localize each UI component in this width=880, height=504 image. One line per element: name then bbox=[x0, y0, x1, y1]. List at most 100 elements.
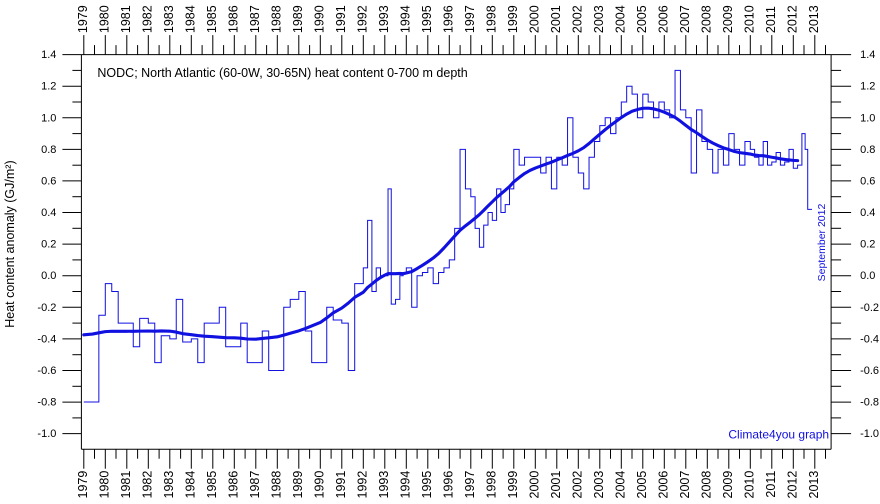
svg-text:2001: 2001 bbox=[549, 471, 563, 499]
svg-text:1998: 1998 bbox=[485, 471, 499, 499]
svg-text:-0.8: -0.8 bbox=[860, 397, 879, 409]
svg-text:1994: 1994 bbox=[399, 471, 413, 499]
svg-text:-0.6: -0.6 bbox=[860, 365, 879, 377]
svg-text:0.8: 0.8 bbox=[860, 144, 875, 156]
svg-text:1997: 1997 bbox=[463, 5, 477, 33]
svg-text:0.6: 0.6 bbox=[860, 175, 875, 187]
svg-text:1990: 1990 bbox=[313, 5, 327, 33]
svg-text:1.2: 1.2 bbox=[41, 81, 56, 93]
svg-text:2010: 2010 bbox=[743, 471, 757, 499]
svg-text:1994: 1994 bbox=[399, 5, 413, 33]
svg-text:0.6: 0.6 bbox=[41, 175, 56, 187]
svg-text:0.8: 0.8 bbox=[41, 144, 56, 156]
svg-text:1985: 1985 bbox=[205, 5, 219, 33]
svg-text:1986: 1986 bbox=[227, 471, 241, 499]
svg-text:1996: 1996 bbox=[442, 471, 456, 499]
svg-text:1983: 1983 bbox=[162, 471, 176, 499]
svg-text:2003: 2003 bbox=[592, 5, 606, 33]
svg-text:September 2012: September 2012 bbox=[816, 204, 828, 282]
svg-text:1995: 1995 bbox=[420, 5, 434, 33]
svg-text:-0.4: -0.4 bbox=[37, 333, 56, 345]
svg-text:2000: 2000 bbox=[528, 471, 542, 499]
svg-text:1979: 1979 bbox=[76, 5, 90, 33]
svg-text:2009: 2009 bbox=[721, 471, 735, 499]
svg-text:-0.6: -0.6 bbox=[37, 365, 56, 377]
svg-text:1.2: 1.2 bbox=[860, 81, 875, 93]
svg-text:1984: 1984 bbox=[184, 471, 198, 499]
svg-text:1996: 1996 bbox=[442, 5, 456, 33]
svg-text:1992: 1992 bbox=[356, 5, 370, 33]
svg-text:2010: 2010 bbox=[743, 5, 757, 33]
svg-text:1993: 1993 bbox=[377, 471, 391, 499]
svg-text:2011: 2011 bbox=[764, 471, 778, 498]
svg-text:0.0: 0.0 bbox=[860, 270, 875, 282]
svg-text:2008: 2008 bbox=[700, 471, 714, 499]
svg-text:1988: 1988 bbox=[270, 471, 284, 499]
svg-text:0.2: 0.2 bbox=[41, 239, 56, 251]
svg-text:0.2: 0.2 bbox=[860, 239, 875, 251]
svg-text:-0.2: -0.2 bbox=[37, 302, 56, 314]
svg-text:NODC; North Atlantic (60-0W, 3: NODC; North Atlantic (60-0W, 30-65N) hea… bbox=[97, 66, 467, 80]
svg-text:2001: 2001 bbox=[549, 5, 563, 33]
svg-text:1.0: 1.0 bbox=[41, 112, 56, 124]
svg-text:2005: 2005 bbox=[635, 471, 649, 499]
svg-text:1999: 1999 bbox=[506, 471, 520, 499]
svg-text:2006: 2006 bbox=[657, 471, 671, 499]
svg-text:1983: 1983 bbox=[162, 5, 176, 33]
svg-text:2007: 2007 bbox=[678, 5, 692, 33]
svg-text:2012: 2012 bbox=[786, 471, 800, 499]
svg-text:2013: 2013 bbox=[807, 5, 821, 33]
svg-text:1990: 1990 bbox=[313, 471, 327, 499]
svg-text:0.0: 0.0 bbox=[41, 270, 56, 282]
svg-text:-0.8: -0.8 bbox=[37, 397, 56, 409]
svg-text:2012: 2012 bbox=[786, 5, 800, 33]
svg-text:1982: 1982 bbox=[141, 5, 155, 33]
svg-text:1993: 1993 bbox=[377, 5, 391, 33]
svg-text:1980: 1980 bbox=[98, 471, 112, 499]
svg-text:0.4: 0.4 bbox=[41, 207, 56, 219]
svg-text:1997: 1997 bbox=[463, 471, 477, 499]
svg-text:2002: 2002 bbox=[571, 5, 585, 33]
svg-text:-0.4: -0.4 bbox=[860, 333, 879, 345]
svg-text:1.4: 1.4 bbox=[41, 49, 56, 61]
svg-text:1979: 1979 bbox=[76, 471, 90, 499]
svg-text:1981: 1981 bbox=[119, 471, 133, 499]
svg-text:2006: 2006 bbox=[657, 5, 671, 33]
svg-text:0.4: 0.4 bbox=[860, 207, 875, 219]
svg-text:1989: 1989 bbox=[291, 5, 305, 33]
svg-text:2007: 2007 bbox=[678, 471, 692, 499]
svg-text:1985: 1985 bbox=[205, 471, 219, 499]
svg-text:2000: 2000 bbox=[528, 5, 542, 33]
svg-text:2013: 2013 bbox=[807, 471, 821, 499]
svg-text:-1.0: -1.0 bbox=[860, 428, 879, 440]
svg-text:1986: 1986 bbox=[227, 5, 241, 33]
svg-text:2011: 2011 bbox=[764, 6, 778, 33]
svg-text:Heat content anomaly (GJ/m²): Heat content anomaly (GJ/m²) bbox=[3, 160, 17, 327]
svg-text:2005: 2005 bbox=[635, 5, 649, 33]
svg-text:2002: 2002 bbox=[571, 471, 585, 499]
svg-text:2003: 2003 bbox=[592, 471, 606, 499]
svg-text:-1.0: -1.0 bbox=[37, 428, 56, 440]
svg-text:1.0: 1.0 bbox=[860, 112, 875, 124]
svg-text:2008: 2008 bbox=[700, 5, 714, 33]
svg-text:1.4: 1.4 bbox=[860, 49, 875, 61]
svg-text:-0.2: -0.2 bbox=[860, 302, 879, 314]
svg-text:1991: 1991 bbox=[334, 5, 348, 33]
svg-text:1995: 1995 bbox=[420, 471, 434, 499]
svg-text:2004: 2004 bbox=[614, 471, 628, 499]
svg-text:1992: 1992 bbox=[356, 471, 370, 499]
svg-text:1982: 1982 bbox=[141, 471, 155, 499]
svg-text:1988: 1988 bbox=[270, 5, 284, 33]
svg-text:1981: 1981 bbox=[119, 5, 133, 33]
svg-text:1980: 1980 bbox=[98, 5, 112, 33]
svg-text:1987: 1987 bbox=[248, 5, 262, 33]
svg-text:1989: 1989 bbox=[291, 471, 305, 499]
svg-text:1999: 1999 bbox=[506, 5, 520, 33]
svg-text:1987: 1987 bbox=[248, 471, 262, 499]
svg-text:1998: 1998 bbox=[485, 5, 499, 33]
svg-text:2004: 2004 bbox=[614, 5, 628, 33]
svg-text:1984: 1984 bbox=[184, 5, 198, 33]
svg-text:2009: 2009 bbox=[721, 5, 735, 33]
svg-text:Climate4you graph: Climate4you graph bbox=[728, 428, 829, 442]
svg-text:1991: 1991 bbox=[334, 471, 348, 499]
